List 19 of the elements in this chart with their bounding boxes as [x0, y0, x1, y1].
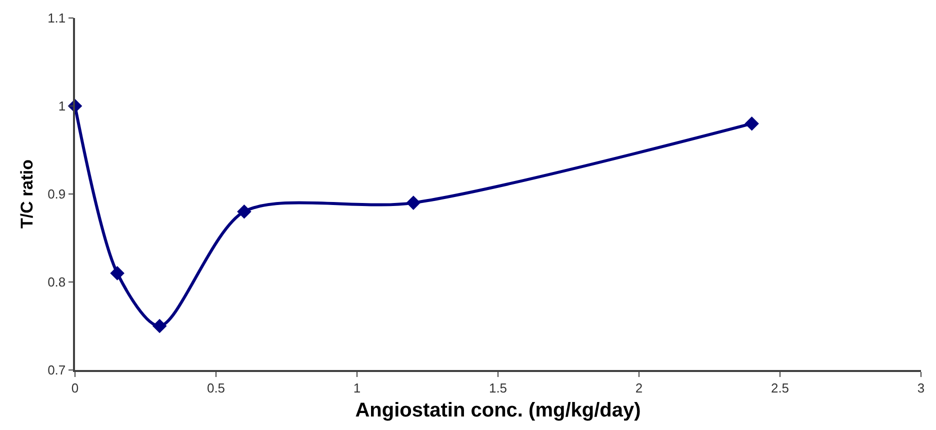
- y-tick-label: 1: [58, 98, 66, 114]
- y-tick-label: 0.7: [48, 362, 66, 378]
- x-tick-label: 2.5: [770, 380, 790, 396]
- point: [110, 266, 124, 280]
- x-tick-label: 0.5: [206, 380, 226, 396]
- x-tick-label: 1: [353, 380, 361, 396]
- x-axis-title: Angiostatin conc. (mg/kg/day): [355, 399, 641, 422]
- y-tick-label: 0.8: [48, 274, 66, 290]
- x-tick-label: 1.5: [488, 380, 508, 396]
- y-tick-label: 0.9: [48, 186, 66, 202]
- y-tick-label: 1.1: [48, 10, 66, 26]
- x-tick-label: 3: [917, 380, 925, 396]
- point: [152, 318, 167, 334]
- y-axis-title: T/C ratio: [18, 160, 37, 228]
- x-tick-label: 0: [71, 380, 79, 396]
- point: [406, 196, 421, 210]
- point: [744, 116, 759, 131]
- point: [237, 204, 252, 219]
- x-tick-label: 2: [635, 380, 643, 396]
